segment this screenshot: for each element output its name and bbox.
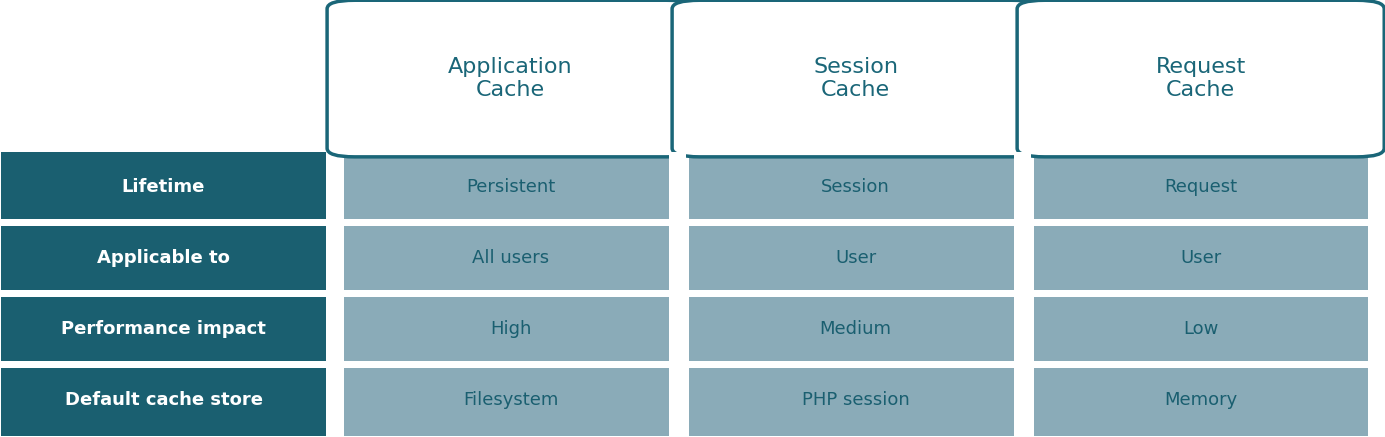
Text: All users: All users (472, 249, 550, 267)
Bar (343, 364, 677, 436)
FancyBboxPatch shape (1017, 0, 1384, 157)
Bar (688, 364, 1022, 436)
Text: Lifetime: Lifetime (122, 178, 205, 196)
Bar (669, 152, 686, 436)
FancyBboxPatch shape (672, 0, 1039, 157)
Text: High: High (490, 320, 532, 338)
Text: Session: Session (821, 178, 891, 196)
Text: User: User (1180, 249, 1222, 267)
Text: PHP session: PHP session (802, 391, 910, 409)
Text: Session
Cache: Session Cache (813, 57, 897, 100)
Bar (343, 223, 677, 294)
Bar (1033, 364, 1367, 436)
Text: Persistent: Persistent (465, 178, 555, 196)
Text: Request: Request (1165, 178, 1237, 196)
Bar (1, 364, 325, 436)
Text: Performance impact: Performance impact (61, 320, 266, 338)
Text: Application
Cache: Application Cache (449, 57, 573, 100)
Text: Low: Low (1183, 320, 1219, 338)
Bar (688, 294, 1022, 364)
FancyBboxPatch shape (327, 0, 694, 157)
Bar (1, 290, 1381, 297)
Bar (1033, 223, 1367, 294)
Bar (343, 294, 677, 364)
Text: Default cache store: Default cache store (65, 391, 263, 409)
Bar (1033, 152, 1367, 223)
Bar (1, 294, 325, 364)
Text: Applicable to: Applicable to (97, 249, 230, 267)
Text: Medium: Medium (820, 320, 892, 338)
Bar (1033, 294, 1367, 364)
Bar (1, 152, 325, 223)
Bar (1014, 152, 1030, 436)
Text: Filesystem: Filesystem (463, 391, 558, 409)
Bar (1, 223, 325, 294)
Bar (1, 361, 1381, 368)
Bar (1, 219, 1381, 226)
Text: User: User (835, 249, 877, 267)
Bar (688, 223, 1022, 294)
Text: Request
Cache: Request Cache (1155, 57, 1245, 100)
Bar (688, 152, 1022, 223)
Bar (343, 152, 677, 223)
Text: Memory: Memory (1163, 391, 1237, 409)
